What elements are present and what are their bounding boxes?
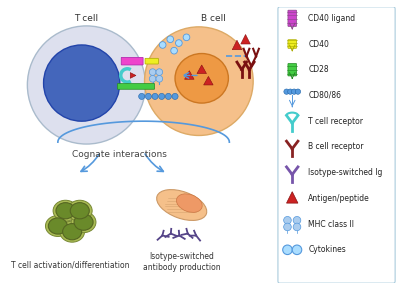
Circle shape <box>27 26 146 144</box>
Circle shape <box>171 47 178 54</box>
Polygon shape <box>232 40 242 50</box>
Circle shape <box>44 45 120 121</box>
Polygon shape <box>204 76 213 85</box>
Ellipse shape <box>53 200 78 221</box>
Text: Isotype-switched Ig: Isotype-switched Ig <box>308 168 383 177</box>
Text: Cognate interactions: Cognate interactions <box>72 150 167 159</box>
Ellipse shape <box>56 203 75 219</box>
Polygon shape <box>184 71 194 79</box>
Circle shape <box>145 93 152 99</box>
Text: T cell receptor: T cell receptor <box>308 117 364 126</box>
FancyBboxPatch shape <box>121 57 143 65</box>
Circle shape <box>288 89 293 94</box>
Ellipse shape <box>74 214 93 230</box>
Polygon shape <box>197 65 206 74</box>
Ellipse shape <box>48 218 67 234</box>
Polygon shape <box>286 192 298 203</box>
Circle shape <box>149 69 156 75</box>
Text: Antigen/peptide: Antigen/peptide <box>308 194 370 203</box>
Circle shape <box>159 42 166 48</box>
Circle shape <box>292 245 302 255</box>
Circle shape <box>293 216 301 224</box>
Circle shape <box>165 93 172 99</box>
Circle shape <box>156 69 163 75</box>
Ellipse shape <box>46 215 70 236</box>
Circle shape <box>156 75 163 82</box>
Circle shape <box>284 216 291 224</box>
Text: T cell activation/differentiation: T cell activation/differentiation <box>11 261 130 270</box>
Circle shape <box>172 93 178 99</box>
Ellipse shape <box>70 203 89 219</box>
Circle shape <box>284 223 291 231</box>
Text: B cell: B cell <box>201 14 226 23</box>
Ellipse shape <box>71 212 96 233</box>
Circle shape <box>293 223 301 231</box>
Circle shape <box>284 89 289 94</box>
Polygon shape <box>241 35 250 44</box>
FancyBboxPatch shape <box>288 40 296 48</box>
Text: CD40 ligand: CD40 ligand <box>308 14 356 23</box>
Ellipse shape <box>175 54 228 103</box>
Circle shape <box>144 27 253 135</box>
Circle shape <box>159 93 165 99</box>
Circle shape <box>295 89 301 94</box>
FancyBboxPatch shape <box>117 84 154 89</box>
FancyBboxPatch shape <box>288 64 296 76</box>
FancyBboxPatch shape <box>145 58 158 64</box>
Circle shape <box>183 34 190 41</box>
Text: T cell: T cell <box>74 14 98 23</box>
FancyBboxPatch shape <box>288 10 296 26</box>
Circle shape <box>283 245 292 255</box>
Text: CD28: CD28 <box>308 65 329 74</box>
Polygon shape <box>130 72 136 78</box>
Ellipse shape <box>67 200 92 221</box>
Circle shape <box>149 75 156 82</box>
Circle shape <box>176 40 182 46</box>
Text: MHC class II: MHC class II <box>308 220 354 229</box>
Ellipse shape <box>157 190 207 220</box>
Circle shape <box>167 36 174 43</box>
Ellipse shape <box>176 194 202 212</box>
Text: B cell receptor: B cell receptor <box>308 142 364 151</box>
Text: Isotype-switched
antibody production: Isotype-switched antibody production <box>143 252 220 272</box>
Circle shape <box>139 93 145 99</box>
Circle shape <box>152 93 158 99</box>
Circle shape <box>292 89 297 94</box>
Ellipse shape <box>60 221 84 242</box>
Text: CD40: CD40 <box>308 39 329 48</box>
Text: CD80/86: CD80/86 <box>308 91 342 100</box>
Ellipse shape <box>63 224 82 240</box>
Text: Cytokines: Cytokines <box>308 245 346 254</box>
FancyBboxPatch shape <box>278 7 395 283</box>
